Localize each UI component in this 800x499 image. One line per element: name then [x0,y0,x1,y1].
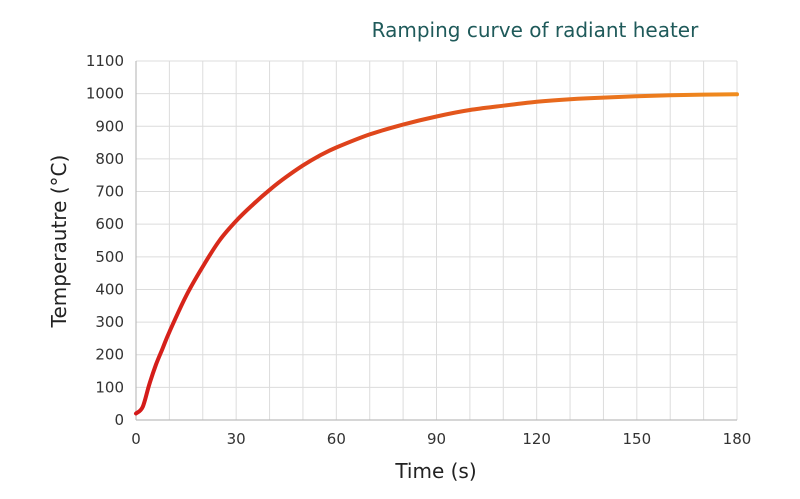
y-tick-label: 900 [95,117,124,135]
x-tick-label: 90 [427,430,446,448]
y-tick-label: 1000 [86,85,124,103]
series-group [134,92,739,416]
x-tick-label: 120 [522,430,551,448]
grid [136,60,738,420]
y-tick-label: 200 [95,346,124,364]
x-tick-label: 150 [623,430,652,448]
y-tick-label: 400 [95,280,124,298]
axes [135,61,737,421]
y-tick-label: 100 [95,378,124,396]
y-tick-label: 600 [95,215,124,233]
x-tick-label: 30 [227,430,246,448]
x-tick-label: 180 [723,430,752,448]
series-line-0 [134,92,739,416]
x-axis-title: Time (s) [394,459,476,483]
y-axis-title: Temperautre (°C) [47,155,71,329]
chart-title: Ramping curve of radiant heater [372,18,699,42]
y-tick-label: 300 [95,313,124,331]
y-tick-label: 1100 [86,52,124,70]
x-tick-label: 0 [131,430,141,448]
y-tick-label: 800 [95,150,124,168]
y-tick-labels: 0 100 200 300 400 500 600 700 800 900 1000 1100 [86,52,124,429]
x-tick-label: 60 [327,430,346,448]
x-tick-labels: 0 30 60 90 120 150 180 [131,430,751,448]
y-tick-label: 500 [95,248,124,266]
y-tick-label: 700 [95,183,124,201]
y-tick-label: 0 [114,411,124,429]
